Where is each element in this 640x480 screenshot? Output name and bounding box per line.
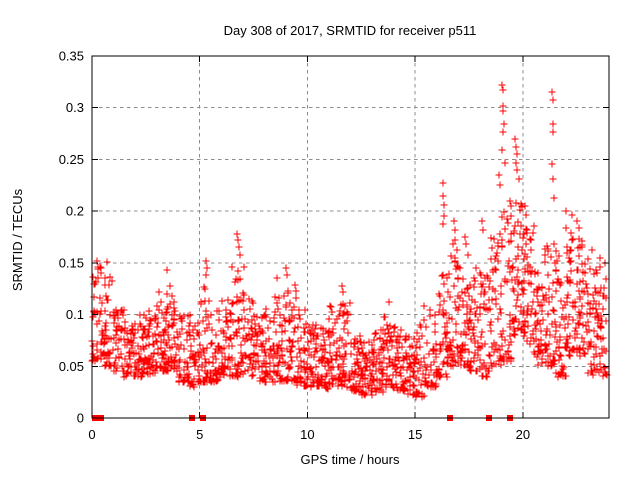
chart-title: Day 308 of 2017, SRMTID for receiver p51… <box>224 23 477 38</box>
axis-ticks <box>91 55 609 419</box>
x-tick-label: 20 <box>516 427 530 442</box>
x-tick-label: 10 <box>300 427 314 442</box>
x-axis-label: GPS time / hours <box>301 452 400 467</box>
axis-tick-labels: 0 5 10 15 20 0 0.05 0.1 0.15 0.2 0.25 0.3 0.35 <box>59 49 530 443</box>
y-axis-label: SRMTID / TECUs <box>10 188 25 291</box>
scatter-outlier-points <box>93 81 609 310</box>
x-tick-label: 5 <box>196 427 203 442</box>
scatter-points <box>88 199 611 401</box>
y-tick-label: 0.2 <box>66 204 84 219</box>
y-tick-label: 0.15 <box>59 255 84 270</box>
y-tick-label: 0.3 <box>66 100 84 115</box>
plot-border <box>91 55 610 419</box>
y-tick-label: 0.35 <box>59 49 84 64</box>
y-tick-label: 0 <box>77 411 84 426</box>
x-tick-label: 0 <box>88 427 95 442</box>
scatter-points-layer <box>88 81 611 421</box>
x-tick-label: 15 <box>408 427 422 442</box>
y-tick-label: 0.1 <box>66 307 84 322</box>
y-tick-label: 0.05 <box>59 359 84 374</box>
y-tick-label: 0.25 <box>59 152 84 167</box>
